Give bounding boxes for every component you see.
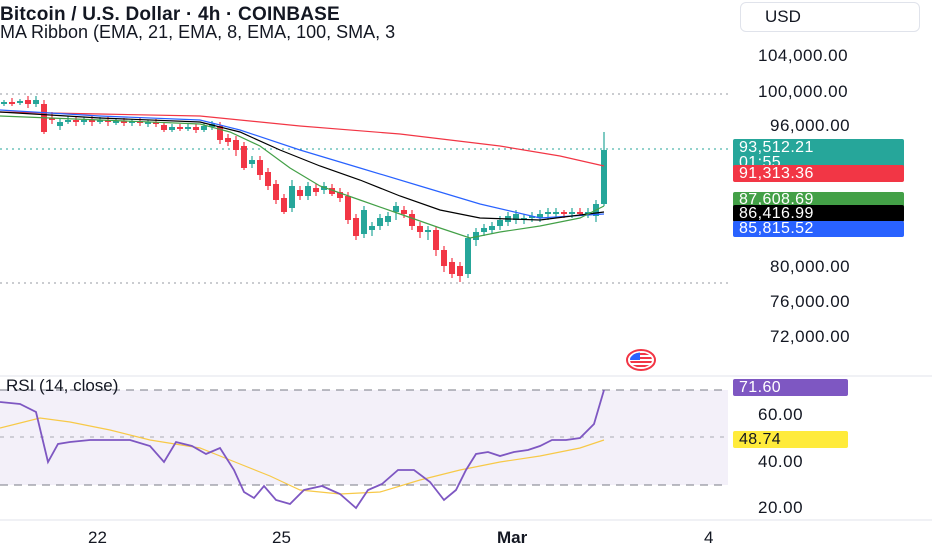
price-tick: 72,000.00 (770, 327, 851, 346)
currency-selector[interactable]: USD (740, 2, 920, 32)
rsi-tick: 60.00 (758, 405, 804, 424)
price-tick: 104,000.00 (758, 46, 849, 65)
time-label: 22 (88, 528, 107, 547)
price-tick: 76,000.00 (770, 292, 851, 311)
ma-black-tag: 86,416.99 (733, 205, 904, 222)
rsi-legend[interactable]: RSI (14, close) (6, 376, 119, 395)
moving-average-ribbon (0, 109, 605, 239)
rsi-value-tag: 71.60 (733, 379, 848, 396)
price-tick: 80,000.00 (770, 257, 851, 276)
candlestick-series (1, 96, 607, 282)
symbol-title[interactable]: Bitcoin / U.S. Dollar · 4h · COINBASE (0, 4, 340, 25)
ma-green-tag: 87,608.69 (733, 192, 904, 208)
price-tick: 100,000.00 (758, 82, 849, 101)
ma-blue-tag: 85,815.52 (733, 221, 904, 237)
rsi-series (0, 389, 605, 510)
ma-red-tag: 91,313.36 (733, 165, 904, 182)
rsi-ma-tag: 48.74 (733, 431, 848, 448)
ma-ribbon-legend[interactable]: MA Ribbon (EMA, 21, EMA, 8, EMA, 100, SM… (0, 22, 396, 42)
time-label: 4 (704, 528, 714, 547)
time-label: 25 (272, 528, 291, 547)
price-tick: 96,000.00 (770, 116, 851, 135)
rsi-tick: 20.00 (758, 498, 804, 517)
us-flag-icon[interactable] (626, 349, 656, 371)
rsi-tick: 40.00 (758, 452, 804, 471)
time-label: Mar (497, 528, 528, 547)
current-price-value: 93,512.21 (739, 139, 814, 156)
